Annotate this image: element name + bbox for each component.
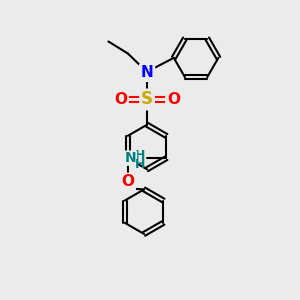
Text: S: S <box>141 91 153 109</box>
Text: O: O <box>167 92 180 107</box>
Text: O: O <box>114 92 127 107</box>
Text: N: N <box>141 65 153 80</box>
Text: N: N <box>125 151 136 165</box>
Text: H: H <box>134 149 145 162</box>
Text: H: H <box>134 158 145 171</box>
Text: O: O <box>121 175 134 190</box>
